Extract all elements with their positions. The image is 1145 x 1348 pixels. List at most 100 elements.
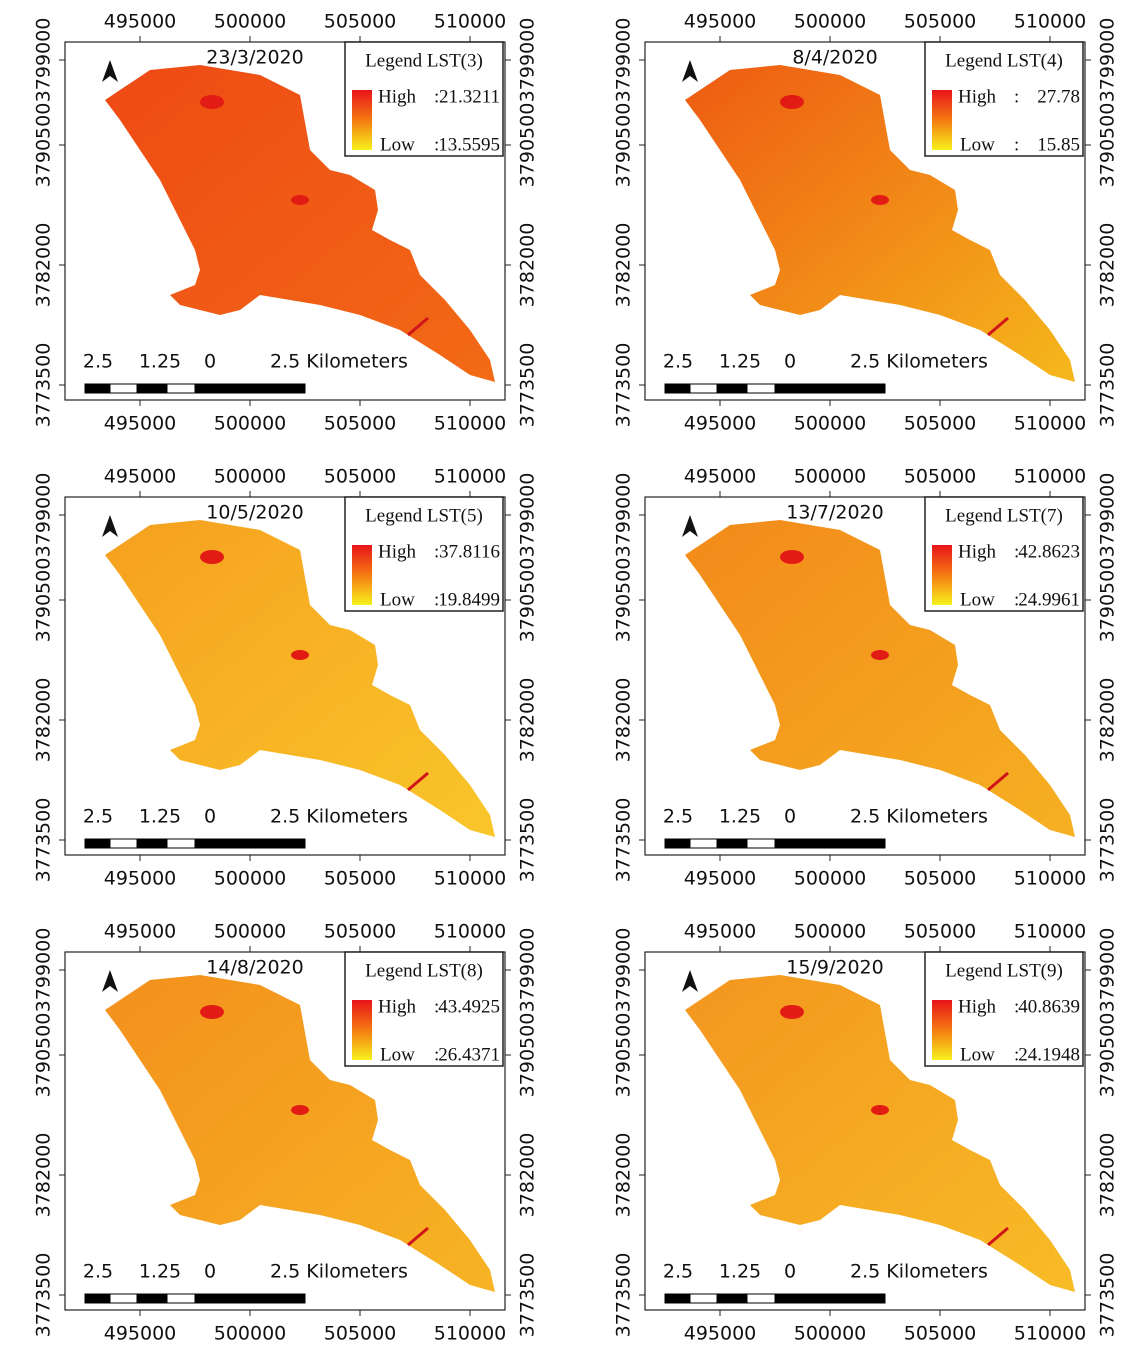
legend-ramp: [352, 90, 372, 150]
legend-title: Legend LST(3): [365, 50, 483, 71]
y-tick-label: 3790500: [1097, 558, 1119, 643]
scale-bar-segment: [84, 383, 111, 394]
north-arrow: [682, 515, 698, 537]
x-tick-label: 500000: [214, 413, 287, 435]
scale-bar-segment: [664, 838, 691, 849]
legend-high: High: [378, 86, 417, 107]
scale-bar-label: 2.5: [663, 806, 693, 828]
scale-bar-segment: [716, 1293, 748, 1304]
hot-spot: [871, 1105, 889, 1115]
x-tick-label: 495000: [684, 868, 757, 890]
map-panel: 495000 495000 500000 500000 505000 505000 5100…: [33, 921, 539, 1345]
map-frame: [64, 496, 506, 856]
legend-title: Legend LST(8): [365, 960, 483, 981]
y-tick-label: 3782000: [613, 1133, 635, 1218]
map-date: 13/7/2020: [786, 502, 883, 524]
legend-high: High: [378, 996, 417, 1017]
x-tick-label: 510000: [434, 466, 507, 488]
legend-low: Low: [960, 134, 995, 155]
x-tick-label: 505000: [324, 466, 397, 488]
x-tick-label: 510000: [1014, 921, 1087, 943]
road: [407, 1226, 429, 1247]
legend-high-value: 27.78: [1037, 86, 1080, 107]
y-tick-label: 3790500: [1097, 1013, 1119, 1098]
north-arrow: [102, 60, 118, 82]
x-tick-label: 505000: [324, 921, 397, 943]
map-panel: 495000 495000 500000 500000 505000 505000 5100…: [613, 921, 1119, 1345]
study-area: [685, 65, 1075, 382]
y-tick-label: 3782000: [1097, 678, 1119, 763]
legend-low-value: 13.5595: [438, 134, 500, 155]
legend-low: Low: [380, 134, 415, 155]
y-tick-label: 3782000: [517, 1133, 539, 1218]
x-tick-label: 500000: [214, 868, 287, 890]
y-tick-label: 3773500: [1097, 798, 1119, 883]
legend-title: Legend LST(4): [945, 50, 1063, 71]
legend-high: High: [958, 996, 997, 1017]
legend-sep: :: [434, 541, 439, 562]
scale-bar-segment: [136, 1293, 168, 1304]
x-tick-label: 510000: [434, 11, 507, 33]
x-tick-label: 495000: [104, 1323, 177, 1345]
scale-bar-label: 1.25: [719, 1261, 761, 1283]
scale-bar-label: 2.5: [663, 1261, 693, 1283]
north-arrow: [682, 60, 698, 82]
x-tick-label: 505000: [904, 868, 977, 890]
scale-bar-label: 2.5 Kilometers: [850, 1261, 988, 1283]
scale-bar-segment: [689, 838, 718, 849]
y-tick-label: 3782000: [1097, 1133, 1119, 1218]
x-tick-label: 505000: [904, 466, 977, 488]
y-tick-label: 3782000: [517, 223, 539, 308]
map-frame: [64, 951, 506, 1311]
y-tick-label: 3773500: [33, 798, 55, 883]
y-tick-label: 3799000: [613, 18, 635, 103]
x-tick-label: 495000: [104, 11, 177, 33]
road: [987, 771, 1009, 792]
x-tick-label: 510000: [1014, 466, 1087, 488]
scale-bar-segment: [166, 838, 196, 849]
legend-high-value: 37.8116: [439, 541, 500, 562]
legend-ramp: [932, 545, 952, 605]
legend-title: Legend LST(9): [945, 960, 1063, 981]
legend-sep: :: [1014, 541, 1019, 562]
legend-high-value: 21.3211: [439, 86, 500, 107]
scale-bar-segment: [664, 1293, 691, 1304]
x-tick-label: 495000: [684, 1323, 757, 1345]
scale-bar-segment: [774, 838, 886, 849]
scale-bar-label: 1.25: [719, 806, 761, 828]
x-tick-label: 495000: [104, 868, 177, 890]
y-tick-label: 3790500: [1097, 103, 1119, 188]
legend-low: Low: [960, 589, 995, 610]
map-date: 15/9/2020: [786, 957, 883, 979]
legend-low-value: 19.8499: [438, 589, 500, 610]
hot-spot: [291, 650, 309, 660]
map-date: 10/5/2020: [206, 502, 303, 524]
x-tick-label: 510000: [1014, 868, 1087, 890]
legend-sep: :: [434, 996, 439, 1017]
scale-bar-segment: [716, 383, 748, 394]
legend-low-value: 24.9961: [1018, 589, 1080, 610]
y-tick-label: 3773500: [33, 1253, 55, 1338]
x-tick-label: 505000: [904, 1323, 977, 1345]
y-tick-label: 3790500: [613, 558, 635, 643]
north-arrow: [102, 515, 118, 537]
x-tick-label: 505000: [324, 1323, 397, 1345]
scale-bar-segment: [84, 1293, 111, 1304]
scale-bar-segment: [746, 1293, 776, 1304]
map-date: 8/4/2020: [792, 47, 877, 69]
x-tick-label: 500000: [214, 466, 287, 488]
road: [987, 1226, 1009, 1247]
x-tick-label: 505000: [324, 868, 397, 890]
scale-bar-segment: [166, 383, 196, 394]
x-tick-label: 500000: [794, 466, 867, 488]
legend-high: High: [958, 541, 997, 562]
legend-sep: :: [1014, 589, 1019, 610]
y-tick-label: 3790500: [517, 1013, 539, 1098]
legend-sep: :: [1014, 134, 1019, 155]
legend-title: Legend LST(5): [365, 505, 483, 526]
scale-bar-segment: [774, 1293, 886, 1304]
y-tick-label: 3799000: [517, 928, 539, 1013]
legend-ramp: [352, 1000, 372, 1060]
x-tick-label: 495000: [684, 11, 757, 33]
